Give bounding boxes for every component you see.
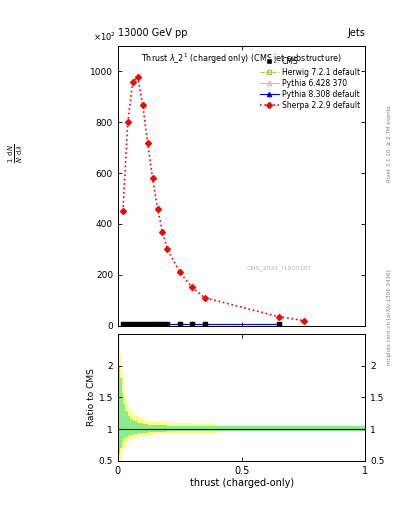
- Text: 13000 GeV pp: 13000 GeV pp: [118, 28, 187, 38]
- Text: $\frac{1}{N}\,\frac{\mathrm{d}N}{\mathrm{d}\lambda}$: $\frac{1}{N}\,\frac{\mathrm{d}N}{\mathrm…: [7, 144, 25, 163]
- Y-axis label: Ratio to CMS: Ratio to CMS: [87, 368, 96, 426]
- Text: Jets: Jets: [348, 28, 365, 38]
- Text: Rivet 3.1.10, ≥ 2.7M events: Rivet 3.1.10, ≥ 2.7M events: [387, 105, 392, 182]
- Legend: CMS, Herwig 7.2.1 default, Pythia 6.428 370, Pythia 8.308 default, Sherpa 2.2.9 : CMS, Herwig 7.2.1 default, Pythia 6.428 …: [258, 55, 362, 111]
- Text: mcplots.cern.ch [arXiv:1306.3436]: mcplots.cern.ch [arXiv:1306.3436]: [387, 270, 392, 365]
- X-axis label: thrust (charged-only): thrust (charged-only): [190, 478, 294, 488]
- Text: $\times10^2$: $\times10^2$: [92, 31, 116, 44]
- Text: Thrust $\lambda\_2^1$ (charged only) (CMS jet substructure): Thrust $\lambda\_2^1$ (charged only) (CM…: [141, 52, 342, 66]
- Text: CMS_2021_I1920187: CMS_2021_I1920187: [247, 266, 312, 271]
